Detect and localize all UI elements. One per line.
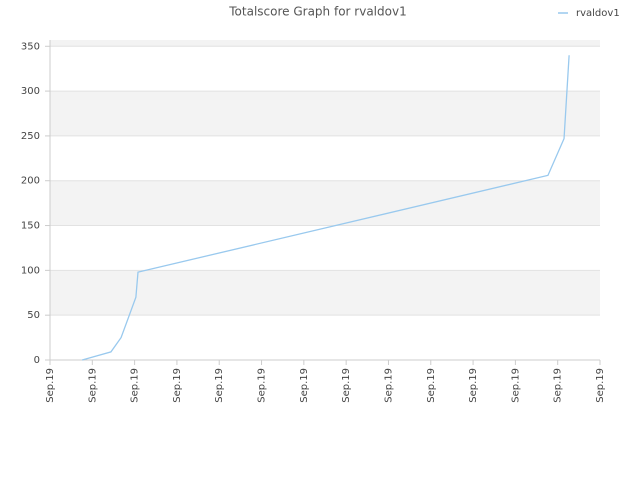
legend-label: rvaldov1 xyxy=(576,8,620,19)
x-tick-label: Sep.19 xyxy=(595,368,606,403)
grid-band xyxy=(50,225,600,271)
x-tick-label: Sep.19 xyxy=(214,368,225,403)
x-tick-label: Sep.19 xyxy=(87,368,98,403)
y-tick-label: 50 xyxy=(27,310,40,321)
grid-band xyxy=(50,315,600,360)
x-tick-label: Sep.19 xyxy=(468,368,479,403)
x-tick-label: Sep.19 xyxy=(510,368,521,403)
grid-band xyxy=(50,135,600,181)
y-tick-label: 150 xyxy=(21,221,40,232)
x-tick-label: Sep.19 xyxy=(172,368,183,403)
x-tick-label: Sep.19 xyxy=(553,368,564,403)
chart-title: Totalscore Graph for rvaldov1 xyxy=(228,5,406,19)
series-line xyxy=(81,55,570,361)
grid-band xyxy=(50,46,600,92)
x-tick-label: Sep.19 xyxy=(257,368,268,403)
x-tick-label: Sep.19 xyxy=(341,368,352,403)
x-tick-label: Sep.19 xyxy=(45,368,56,403)
y-tick-label: 100 xyxy=(21,265,40,276)
x-tick-label: Sep.19 xyxy=(299,368,310,403)
x-tick-label: Sep.19 xyxy=(383,368,394,403)
plot-area xyxy=(50,40,600,360)
y-tick-label: 350 xyxy=(21,41,40,52)
y-tick-label: 0 xyxy=(34,355,40,366)
x-tick-label: Sep.19 xyxy=(130,368,141,403)
y-tick-label: 300 xyxy=(21,86,40,97)
x-tick-label: Sep.19 xyxy=(426,368,437,403)
y-tick-label: 200 xyxy=(21,176,40,187)
y-tick-label: 250 xyxy=(21,131,40,142)
